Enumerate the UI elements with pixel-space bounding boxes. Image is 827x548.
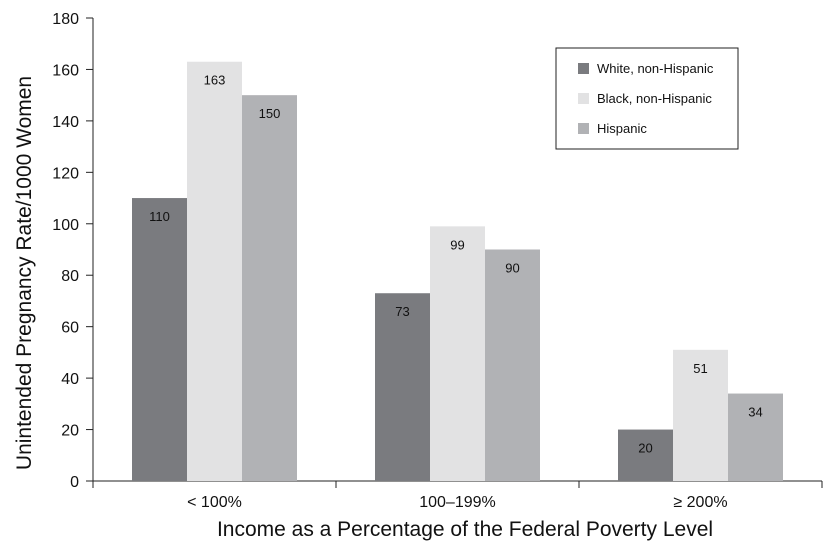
y-tick-label: 180 xyxy=(52,11,79,28)
y-tick-label: 0 xyxy=(70,474,79,491)
x-axis: < 100% 100–199% ≥ 200% xyxy=(92,480,823,511)
bar xyxy=(673,349,728,481)
bar xyxy=(132,198,187,482)
bars xyxy=(132,61,783,482)
data-label: 150 xyxy=(259,106,281,121)
legend-label: Hispanic xyxy=(597,121,647,136)
bar xyxy=(485,249,540,481)
y-tick-label: 60 xyxy=(61,320,79,337)
y-tick-label: 80 xyxy=(61,268,79,285)
data-label: 163 xyxy=(204,73,226,88)
bar xyxy=(242,95,297,482)
data-label: 99 xyxy=(450,237,464,252)
x-tick-label: < 100% xyxy=(187,494,242,511)
data-label: 34 xyxy=(748,405,762,420)
data-label: 20 xyxy=(638,441,652,456)
y-tick-label: 120 xyxy=(52,165,79,182)
data-label: 51 xyxy=(693,361,707,376)
x-tick-label: ≥ 200% xyxy=(673,494,727,511)
y-tick-label: 100 xyxy=(52,217,79,234)
bar xyxy=(728,393,783,481)
y-tick-label: 40 xyxy=(61,371,79,388)
bar xyxy=(187,61,242,481)
data-label: 110 xyxy=(149,209,170,224)
y-tick-label: 20 xyxy=(61,423,79,440)
data-label: 90 xyxy=(505,261,519,276)
data-label: 73 xyxy=(395,304,409,319)
y-axis: 0 20 40 60 80 100 120 140 160 180 xyxy=(52,11,94,491)
y-tick-label: 140 xyxy=(52,114,79,131)
bar xyxy=(618,429,673,481)
legend-swatch xyxy=(578,123,589,134)
legend-swatch xyxy=(578,93,589,104)
legend-label: Black, non-Hispanic xyxy=(597,91,712,106)
x-tick-label: 100–199% xyxy=(419,494,496,511)
data-labels: 110 163 150 73 99 90 20 51 34 xyxy=(149,73,763,456)
y-axis-title: Unintended Pregnancy Rate/1000 Women xyxy=(13,76,36,470)
legend: White, non-Hispanic Black, non-Hispanic Hi… xyxy=(555,47,739,150)
bar xyxy=(375,293,430,481)
legend-label: White, non-Hispanic xyxy=(597,61,714,76)
legend-swatch xyxy=(578,63,589,74)
bar xyxy=(430,226,485,481)
y-tick-label: 160 xyxy=(52,62,79,79)
x-axis-title: Income as a Percentage of the Federal Po… xyxy=(217,518,713,541)
